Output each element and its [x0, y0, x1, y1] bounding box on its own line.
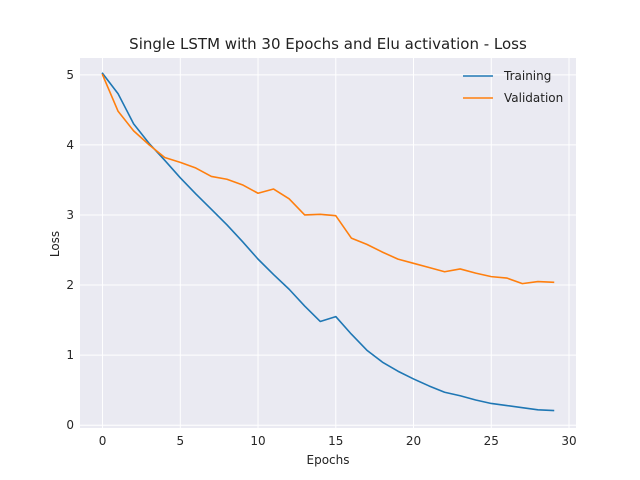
x-tick-label: 15 [328, 434, 343, 448]
chart-title: Single LSTM with 30 Epochs and Elu activ… [129, 35, 527, 53]
y-axis-label: Loss [48, 231, 62, 257]
x-tick-label: 10 [250, 434, 265, 448]
x-tick-label: 30 [561, 434, 576, 448]
y-tick-label: 4 [66, 138, 74, 152]
x-tick-labels: 0 5 10 15 20 25 30 [99, 434, 577, 448]
series-layer [101, 72, 555, 412]
legend-label-training: Training [503, 69, 551, 83]
x-tick-label: 0 [99, 434, 107, 448]
x-axis-label: Epochs [307, 453, 350, 467]
y-tick-labels: 0 1 2 3 4 5 [66, 68, 74, 432]
y-tick-label: 5 [66, 68, 74, 82]
y-tick-label: 2 [66, 278, 74, 292]
legend: Training Validation [463, 69, 563, 105]
x-tick-label: 25 [484, 434, 499, 448]
x-tick-label: 5 [176, 434, 184, 448]
x-tick-label: 20 [406, 434, 421, 448]
y-tick-label: 3 [66, 208, 74, 222]
y-tick-label: 0 [66, 418, 74, 432]
series-line-validation [101, 73, 555, 285]
plot-area [80, 58, 576, 428]
legend-label-validation: Validation [504, 91, 563, 105]
series-line-training [101, 72, 555, 412]
y-tick-label: 1 [66, 348, 74, 362]
